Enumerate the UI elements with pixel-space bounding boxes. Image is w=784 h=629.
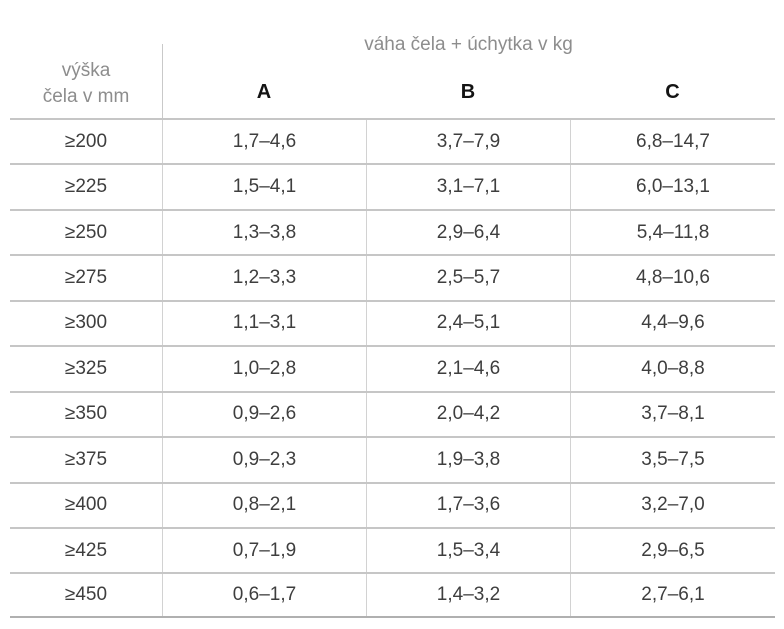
row-height-label: ≥200 [64, 130, 108, 152]
value-c: 6,0–13,1 [570, 165, 775, 209]
table-row: ≥200 1,7–4,6 3,7–7,9 6,8–14,7 [10, 118, 775, 164]
value-a: 1,0–2,8 [162, 347, 366, 391]
value-c: 4,8–10,6 [570, 256, 775, 300]
table-row: ≥325 1,0–2,8 2,1–4,6 4,0–8,8 [10, 345, 775, 391]
value-a: 1,1–3,1 [162, 301, 366, 346]
value-c: 3,7–8,1 [570, 392, 775, 437]
value-c: 3,2–7,0 [570, 483, 775, 527]
value-a: 0,6–1,7 [162, 574, 366, 616]
value-a: 1,2–3,3 [162, 256, 366, 300]
value-b: 1,9–3,8 [366, 438, 570, 482]
value-b: 2,0–4,2 [366, 392, 570, 437]
value-b: 3,7–7,9 [366, 120, 570, 164]
value-c: 3,5–7,5 [570, 438, 775, 482]
value-b: 2,1–4,6 [366, 347, 570, 391]
column-header-b: B [460, 81, 476, 103]
row-height-label: ≥425 [64, 539, 108, 561]
table-row: ≥350 0,9–2,6 2,0–4,2 3,7–8,1 [10, 390, 775, 437]
table-row: ≥225 1,5–4,1 3,1–7,1 6,0–13,1 [10, 163, 775, 209]
column-header-c: C [665, 81, 680, 103]
row-height-label: ≥275 [64, 267, 108, 289]
value-a: 1,7–4,6 [162, 120, 366, 164]
value-c: 4,0–8,8 [570, 347, 775, 391]
value-b: 1,5–3,4 [366, 528, 570, 573]
table-header: výška čela v mm váha čela + úchytka v kg… [10, 26, 775, 118]
table-row: ≥400 0,8–2,1 1,7–3,6 3,2–7,0 [10, 481, 775, 527]
value-a: 0,7–1,9 [162, 528, 366, 573]
table-row: ≥375 0,9–2,3 1,9–3,8 3,5–7,5 [10, 436, 775, 482]
row-header-title-line1: výška [61, 60, 111, 81]
value-b: 2,9–6,4 [366, 210, 570, 255]
table-body: ≥200 1,7–4,6 3,7–7,9 6,8–14,7 ≥225 1,5–4… [10, 118, 775, 618]
value-b: 2,5–5,7 [366, 256, 570, 300]
table-row: ≥300 1,1–3,1 2,4–5,1 4,4–9,6 [10, 299, 775, 346]
row-height-label: ≥450 [64, 584, 108, 606]
row-height-label: ≥375 [64, 448, 108, 470]
group-header: váha čela + úchytka v kg [364, 34, 573, 55]
column-header-a: A [256, 81, 272, 103]
value-b: 3,1–7,1 [366, 165, 570, 209]
row-height-label: ≥325 [64, 357, 108, 379]
value-a: 1,5–4,1 [162, 165, 366, 209]
row-height-label: ≥400 [64, 494, 108, 516]
weight-table: výška čela v mm váha čela + úchytka v kg… [10, 26, 775, 618]
value-c: 2,9–6,5 [570, 528, 775, 573]
table-row: ≥425 0,7–1,9 1,5–3,4 2,9–6,5 [10, 526, 775, 573]
value-c: 6,8–14,7 [570, 120, 775, 164]
value-c: 5,4–11,8 [570, 210, 775, 255]
row-height-label: ≥225 [64, 176, 108, 198]
table-row: ≥250 1,3–3,8 2,9–6,4 5,4–11,8 [10, 208, 775, 255]
value-c: 4,4–9,6 [570, 301, 775, 346]
row-header-title: výška čela v mm [10, 26, 162, 118]
value-a: 1,3–3,8 [162, 210, 366, 255]
row-height-label: ≥300 [64, 312, 108, 334]
value-a: 0,9–2,3 [162, 438, 366, 482]
row-height-label: ≥250 [64, 221, 108, 243]
header-column-divider [162, 44, 163, 118]
table-row: ≥450 0,6–1,7 1,4–3,2 2,7–6,1 [10, 572, 775, 618]
row-height-label: ≥350 [64, 403, 108, 425]
value-b: 1,7–3,6 [366, 483, 570, 527]
value-a: 0,8–2,1 [162, 483, 366, 527]
value-b: 2,4–5,1 [366, 301, 570, 346]
value-a: 0,9–2,6 [162, 392, 366, 437]
value-b: 1,4–3,2 [366, 574, 570, 616]
value-c: 2,7–6,1 [570, 574, 775, 616]
row-header-title-line2: čela v mm [42, 86, 130, 107]
table-row: ≥275 1,2–3,3 2,5–5,7 4,8–10,6 [10, 254, 775, 300]
